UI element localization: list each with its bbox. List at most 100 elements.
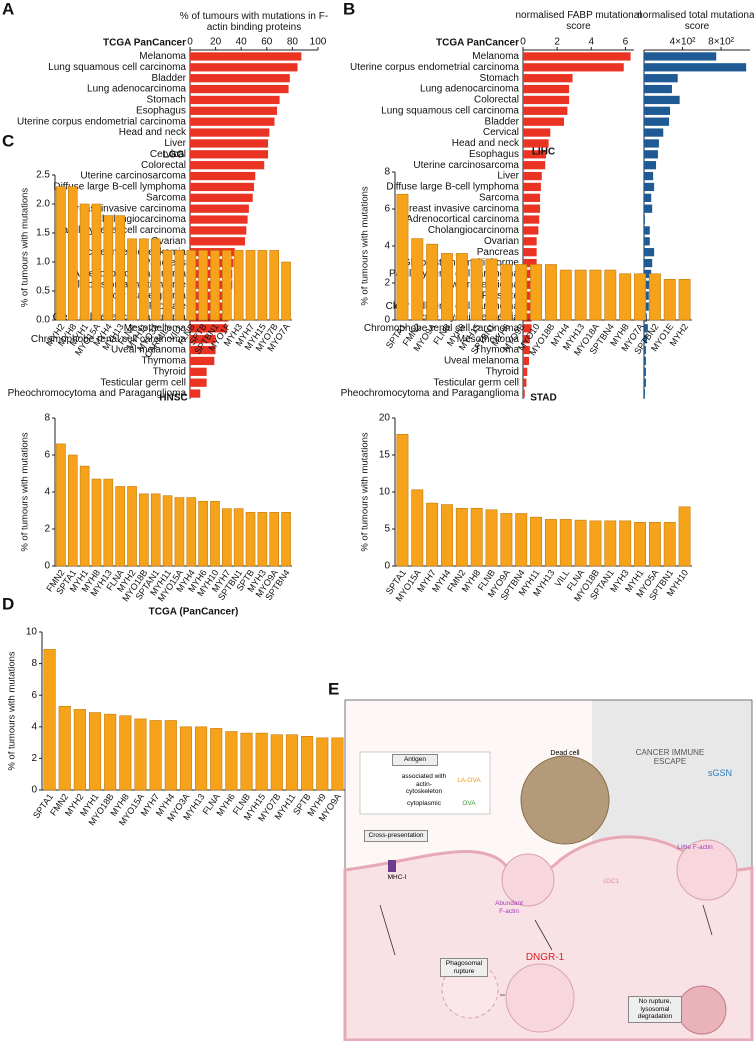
bar [190,367,207,376]
phagosome [505,963,575,1033]
x-axis-title: % of tumours with mutations in F-actin b… [179,11,329,33]
bar [441,253,453,321]
bar [190,106,278,115]
category-label: Melanoma [472,51,519,62]
bar [210,728,223,791]
bar [190,150,269,159]
bar [648,522,661,567]
bar [523,63,624,72]
legend-item: associated with actin-cytoskeleton [401,773,447,795]
category-label: Lung squamous cell carcinoma [381,105,519,116]
y-tick-label: 10 [26,627,38,638]
bar [530,516,543,567]
bar [523,237,537,246]
x-tick-label: 100 [310,37,327,48]
bar [79,465,90,567]
bar [644,52,717,61]
x-tick-label: 20 [210,37,222,48]
bar [127,238,137,321]
bar [67,454,78,567]
bar [644,356,646,366]
bar [190,128,270,137]
abundant-label: Abundant F-actin [495,900,523,915]
bar [396,433,409,567]
bar [523,258,537,268]
category-label: Cholangiocarcinoma [95,214,187,225]
bar [396,193,409,321]
category-label: Diffuse large B-cell lymphoma [386,182,519,193]
bar [222,508,232,567]
bar [523,291,534,300]
bar [134,718,147,791]
category-label: Head and neck [119,127,187,138]
category-label: Ovarian [484,236,519,247]
bar [515,264,528,321]
bar [523,356,529,366]
bar [67,186,78,321]
lysosome [677,985,727,1035]
bar [589,520,602,567]
bar [150,238,161,321]
bar [190,52,302,61]
bar [56,443,66,567]
no-rupture-box: No rupture, lysosomal degradation [628,996,682,1023]
y-tick-label: 5 [384,524,390,535]
bar [257,512,268,567]
category-label: Mesothelioma [457,334,520,345]
y-tick-label: 8 [384,167,390,178]
panel-label: B [343,0,355,18]
category-label: Chromophobe renal cell carcinoma [364,323,520,334]
x-tick-label: 0 [187,37,193,48]
category-label: Pheochromocytoma and Paraganglioma [8,388,187,399]
legend-tag: LA-OVA [457,777,481,784]
y-tick-label: 1.5 [36,228,50,239]
bar [523,335,530,344]
bar [441,504,453,567]
bar [245,250,256,321]
bar [270,734,283,791]
bar [190,74,290,83]
x-tick-label: 4 [589,37,595,48]
bar [500,513,513,567]
bar [190,389,201,398]
category-label: Testicular germ cell [100,377,186,388]
bar [644,161,657,170]
bar [190,226,247,235]
bar [190,139,269,148]
bar [619,273,632,321]
y-tick-label: 4 [31,721,37,732]
bar [644,291,649,300]
category-label: Liver [164,138,186,149]
chart-title: TCGA PanCancer [436,38,519,49]
bar [523,74,573,83]
y-tick-label: 0 [44,561,50,572]
category-label: Liver [497,171,519,182]
y-axis-title: % of tumours with mutations [7,651,18,771]
y-tick-label: 1.0 [36,257,50,268]
x-tick-label: 2 [554,37,560,48]
x-tick-label: 4×10² [670,37,697,48]
y-tick-label: 6 [31,690,37,701]
bar [119,715,132,791]
bar [619,520,632,567]
bar [523,52,631,61]
chart-title: TCGA (PanCancer) [149,607,239,618]
y-tick-label: 8 [31,658,37,669]
bar [644,367,646,376]
bar [644,280,650,289]
category-label: Uterine carcinosarcoma [413,160,519,171]
bar [79,203,90,321]
category-label: Thyroid [153,366,186,377]
bar [455,507,468,567]
bar [644,248,655,257]
bar [644,324,648,333]
bar [523,269,536,279]
y-tick-label: 0 [384,561,390,572]
cdc1-label: cDC1 [602,878,620,885]
y-tick-label: 20 [379,413,391,424]
category-label: Chromophobe renal cell carcinoma [31,334,187,345]
bar [190,193,253,202]
bar [190,171,256,181]
bar [162,250,173,321]
